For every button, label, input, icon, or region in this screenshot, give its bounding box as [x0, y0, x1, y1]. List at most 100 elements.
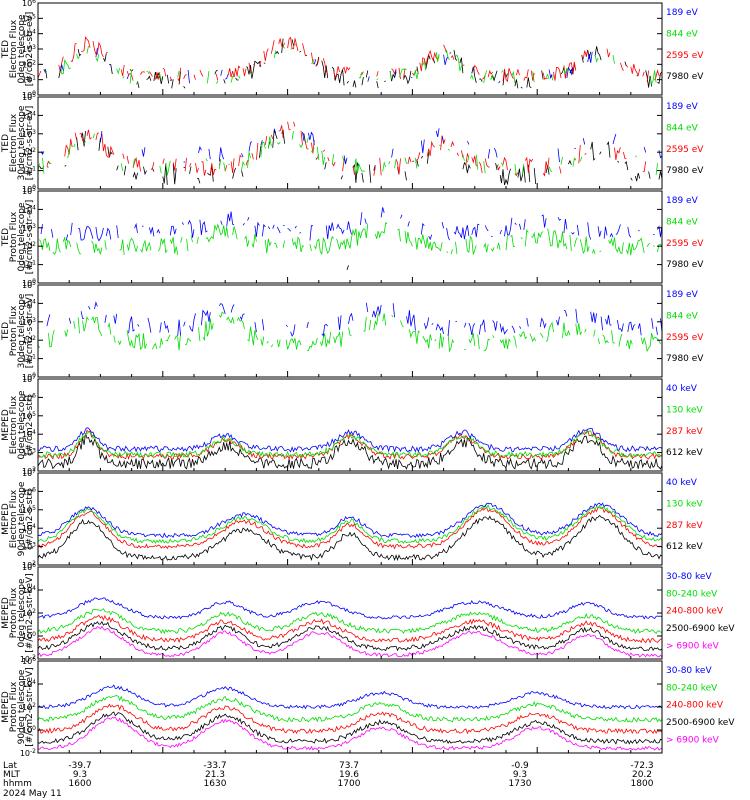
legend-7-4: > 6900 keV: [666, 735, 720, 745]
ylabel-4-1: Electron Flux: [9, 395, 19, 454]
ytick-label-6-2: 102: [22, 608, 36, 618]
ytick-label-3-2: 102: [22, 335, 36, 345]
series-3-2: [37, 311, 661, 353]
ylabel-7-2: 90deg telescope: [17, 669, 27, 744]
ylabel-6-2: 0deg telescope: [17, 578, 27, 648]
ytick-label-5-3: 105: [22, 505, 36, 515]
series-2-2: [39, 221, 663, 256]
ytick-label-3-1: 101: [22, 354, 36, 364]
series-7-2: [37, 703, 663, 735]
legend-4-3: 612 keV: [666, 448, 703, 458]
series-5-1: [37, 507, 663, 550]
footer-label-mlt: MLT: [3, 770, 21, 780]
series-1-0: [39, 129, 663, 186]
footer-hhmm-0: 1600: [69, 779, 92, 789]
legend-5-3: 612 keV: [666, 542, 703, 552]
ytick-label-7-1: 100: [22, 725, 36, 735]
ylabel-5-1: Electron Flux: [9, 489, 19, 548]
series-2-0: [347, 265, 656, 275]
panel-frame-1: [37, 96, 663, 190]
legend-6-3: 2500-6900 keV: [666, 624, 735, 634]
legend-2-2: 2595 eV: [666, 239, 704, 249]
footer-lat-3: -0.9: [511, 761, 529, 771]
footer-mlt-0: 9.3: [73, 770, 87, 780]
footer-date: 2024 May 11: [3, 789, 62, 799]
ytick-label-0-4: 104: [22, 29, 36, 39]
footer-label-hhmm: hhmm: [3, 779, 32, 789]
ytick-label-4-0: 102: [22, 466, 36, 476]
legend-1-3: 7980 eV: [666, 166, 704, 176]
ylabel-3-2: 30deg telescope: [17, 293, 27, 368]
ytick-label-3-0: 100: [22, 372, 36, 382]
legend-6-0: 30-80 keV: [666, 572, 712, 582]
ytick-label-3-3: 103: [22, 317, 36, 327]
series-5-0: [37, 514, 663, 562]
ylabel-0-2: 0deg telescope: [17, 14, 27, 84]
series-6-3: [37, 608, 663, 635]
ytick-label-1-1: 101: [22, 166, 36, 176]
legend-4-2: 287 keV: [666, 427, 703, 437]
ylabel-6-3: [#/cm2-s-str-keV]: [25, 573, 35, 652]
legend-4-1: 130 keV: [666, 405, 703, 415]
series-7-1: [37, 711, 663, 745]
ytick-label-5-0: 102: [22, 560, 36, 570]
ytick-label-1-0: 100: [22, 184, 36, 194]
ytick-label-4-3: 105: [22, 411, 36, 421]
ytick-label-6-3: 104: [22, 585, 36, 595]
ylabel-3-1: Proton Flux: [9, 305, 19, 356]
panel-frame-0: [37, 2, 663, 96]
footer-mlt-3: 9.3: [513, 770, 527, 780]
ytick-label-6-0: 10-2: [20, 654, 36, 664]
series-5-3: [37, 502, 663, 539]
legend-0-2: 2595 eV: [666, 51, 704, 61]
ytick-label-4-4: 106: [22, 392, 36, 402]
ytick-label-0-6: 106: [22, 0, 36, 8]
ytick-label-4-2: 104: [22, 429, 36, 439]
footer-group: Lat MLT hhmm 2024 May 11 -39.7 9.3 1600 …: [3, 761, 654, 799]
legend-1-1: 844 eV: [666, 123, 699, 133]
legend-3-3: 7980 eV: [666, 354, 704, 364]
ylabel-3-3: [#/cm2-s-str-eV]: [25, 294, 35, 369]
ylabel-2-0: TED: [1, 228, 11, 247]
ylabel-0-3: [#/cm2-s-str-eV]: [25, 12, 35, 87]
panels-group: 100 101 102 103 104 105 106 TED Electron Flux 0de…: [1, 0, 735, 758]
legend-7-0: 30-80 keV: [666, 666, 712, 676]
footer-hhmm-4: 1800: [631, 779, 654, 789]
ylabel-5-2: 90deg telescope: [17, 481, 27, 556]
legend-6-1: 80-240 keV: [666, 589, 718, 599]
footer-lat-0: -39.7: [68, 761, 91, 771]
series-0-1: [37, 36, 661, 83]
legend-7-3: 2500-6900 keV: [666, 718, 735, 728]
ytick-label-2-1: 101: [22, 260, 36, 270]
ytick-label-2-4: 104: [22, 204, 36, 214]
footer-label-lat: Lat: [3, 761, 18, 771]
legend-4-0: 40 keV: [666, 384, 698, 394]
ylabel-2-2: 0deg telescope: [17, 202, 27, 272]
ytick-label-0-0: 100: [22, 90, 36, 100]
ytick-label-5-1: 103: [22, 542, 36, 552]
legend-2-3: 7980 eV: [666, 260, 704, 270]
legend-3-1: 844 eV: [666, 311, 699, 321]
legend-1-0: 189 eV: [666, 102, 699, 112]
footer-lat-1: -33.7: [203, 761, 226, 771]
ytick-label-7-4: 106: [22, 656, 36, 666]
legend-2-1: 844 eV: [666, 217, 699, 227]
ytick-label-7-0: 10-2: [20, 748, 36, 758]
panel-frame-2: [37, 190, 663, 284]
ytick-label-7-3: 104: [22, 679, 36, 689]
legend-7-1: 80-240 keV: [666, 683, 718, 693]
ylabel-5-3: [#/cm2-s-str]: [25, 489, 35, 549]
series-5-2: [37, 504, 663, 545]
ytick-label-5-2: 104: [22, 523, 36, 533]
ylabel-1-3: [#/cm2-s-str-eV]: [25, 106, 35, 181]
ytick-label-2-2: 102: [22, 241, 36, 251]
series-6-4: [37, 597, 663, 620]
ytick-label-6-1: 100: [22, 631, 36, 641]
ytick-label-5-5: 107: [22, 468, 36, 478]
ytick-label-0-5: 105: [22, 13, 36, 23]
